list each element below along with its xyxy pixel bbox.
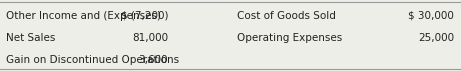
Text: 25,000: 25,000 (418, 33, 454, 43)
Text: $ (7,200): $ (7,200) (121, 11, 168, 21)
Text: 81,000: 81,000 (132, 33, 168, 43)
Text: Cost of Goods Sold: Cost of Goods Sold (237, 11, 336, 21)
Text: 3,600: 3,600 (139, 55, 168, 65)
Text: Other Income and (Expenses): Other Income and (Expenses) (6, 11, 160, 21)
Text: Operating Expenses: Operating Expenses (237, 33, 343, 43)
Text: Gain on Discontinued Operations: Gain on Discontinued Operations (6, 55, 179, 65)
Text: Net Sales: Net Sales (6, 33, 55, 43)
Text: $ 30,000: $ 30,000 (408, 11, 454, 21)
